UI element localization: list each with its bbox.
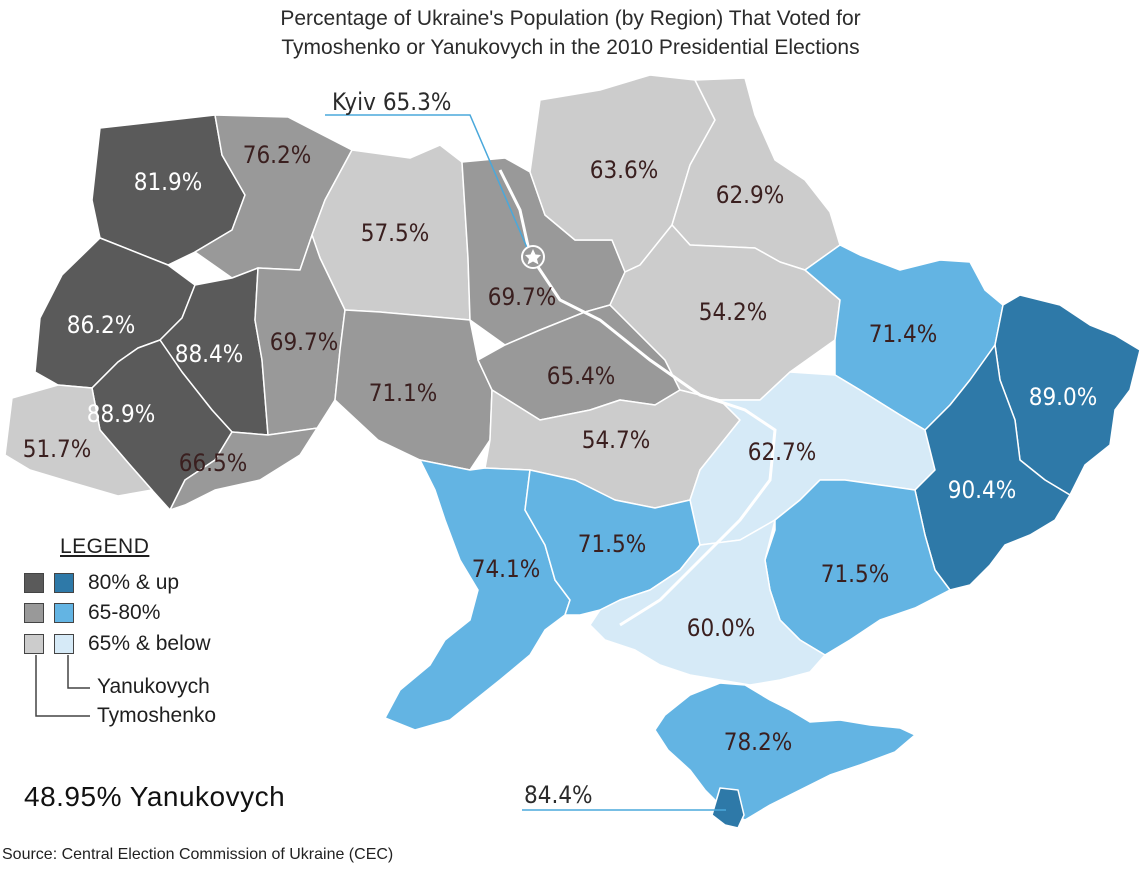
label-kherson: 60.0% <box>687 614 756 642</box>
region-kherson[interactable] <box>589 519 826 686</box>
label-dnipropetrovsk: 62.7% <box>748 438 817 466</box>
label-volyn: 81.9% <box>134 168 203 196</box>
source-note: Source: Central Election Commission of U… <box>2 846 394 863</box>
legend-label-80-up: 80% & up <box>88 571 180 594</box>
label-poltava: 54.2% <box>699 298 768 326</box>
region-crimea[interactable] <box>654 682 916 821</box>
kyiv-callout-label: Kyiv 65.3% <box>332 88 451 116</box>
legend-swatch-yanukovych-80-up <box>54 573 74 593</box>
label-ternopil: 88.4% <box>175 340 244 368</box>
region-chernivtsi[interactable] <box>169 399 336 511</box>
sevastopol-callout: 84.4% <box>522 781 726 811</box>
map-title-line1: Percentage of Ukraine's Population (by R… <box>280 7 861 30</box>
label-sumy: 62.9% <box>716 181 785 209</box>
label-lviv: 86.2% <box>67 311 136 339</box>
national-result: 48.95% Yanukovych <box>24 781 286 812</box>
map-title-line2: Tymoshenko or Yanukovych in the 2010 Pre… <box>281 36 860 59</box>
label-zaporizhzhia: 71.5% <box>821 560 890 588</box>
legend-title: LEGEND <box>60 535 150 558</box>
label-odesa: 74.1% <box>472 555 541 583</box>
yanukovych-connector <box>67 655 90 689</box>
legend-row-80-up: 80% & up <box>24 571 179 595</box>
label-kyiv-oblast: 69.7% <box>488 283 557 311</box>
kyiv-callout: Kyiv 65.3% <box>325 88 545 269</box>
label-rivne: 76.2% <box>243 141 312 169</box>
legend-connectors <box>35 655 90 717</box>
region-vinnytsia[interactable] <box>334 309 493 471</box>
map-title: Percentage of Ukraine's Population (by R… <box>0 4 1141 62</box>
legend-label-65-below: 65% & below <box>88 632 211 655</box>
label-chernivtsi: 66.5% <box>179 449 248 477</box>
label-zakarpattia: 51.7% <box>23 435 92 463</box>
sevastopol-callout-label: 84.4% <box>524 781 593 809</box>
legend-tymoshenko-label: Tymoshenko <box>97 704 217 727</box>
label-zhytomyr: 57.5% <box>361 219 430 247</box>
label-luhansk: 89.0% <box>1029 383 1098 411</box>
label-kharkiv: 71.4% <box>869 320 938 348</box>
legend-row-65-80: 65-80% <box>24 601 160 625</box>
legend-swatch-tymoshenko-80-up <box>24 573 44 593</box>
region-zakarpattia[interactable] <box>4 384 153 497</box>
label-khmelnytskyi: 69.7% <box>270 328 339 356</box>
legend-label-65-80: 65-80% <box>88 601 161 624</box>
label-ivano-frankivsk: 88.9% <box>87 400 156 428</box>
legend-swatch-yanukovych-65-80 <box>54 603 74 623</box>
region-sevastopol[interactable] <box>711 787 745 829</box>
star-icon <box>525 249 541 265</box>
kyiv-leader-line <box>325 114 529 251</box>
legend-yanukovych-label: Yanukovych <box>97 675 210 698</box>
label-vinnytsia: 71.1% <box>369 379 438 407</box>
label-mykolaiv: 71.5% <box>578 530 647 558</box>
label-cherkasy: 65.4% <box>547 362 616 390</box>
label-donetsk: 90.4% <box>948 476 1017 504</box>
tymoshenko-connector <box>35 655 90 717</box>
legend-row-65-below: 65% & below <box>24 632 211 656</box>
label-kirovohrad: 54.7% <box>582 426 651 454</box>
legend-swatch-yanukovych-65-below <box>54 634 74 654</box>
label-chernihiv: 63.6% <box>590 156 659 184</box>
legend-swatch-tymoshenko-65-80 <box>24 603 44 623</box>
label-crimea: 78.2% <box>724 728 793 756</box>
legend-swatch-tymoshenko-65-below <box>24 634 44 654</box>
region-labels: 81.9% 76.2% 57.5% 69.7% 63.6% 62.9% 86.2… <box>23 141 1098 756</box>
